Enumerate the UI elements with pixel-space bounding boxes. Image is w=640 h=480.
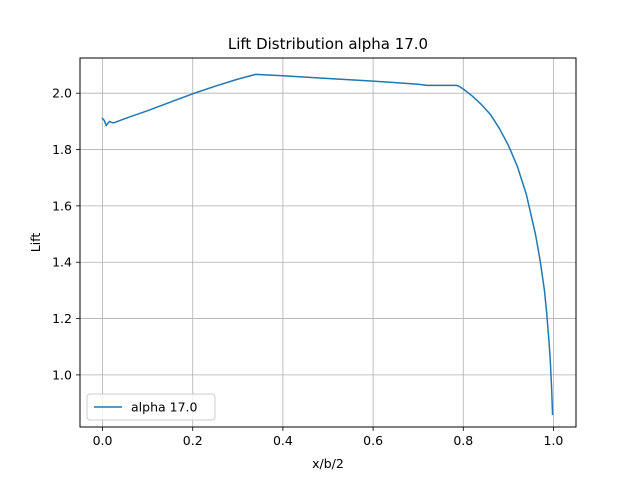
x-tick-label: 0.2 — [183, 433, 203, 448]
legend: alpha 17.0 — [86, 393, 216, 421]
x-tick-label: 1.0 — [544, 433, 564, 448]
y-tick-label: 1.0 — [52, 367, 72, 382]
x-axis-ticks: 0.0 0.2 0.4 0.6 0.8 1.0 — [93, 427, 564, 448]
y-tick-label: 1.6 — [52, 198, 72, 213]
grid-lines — [80, 58, 576, 427]
x-tick-label: 0.0 — [93, 433, 113, 448]
x-tick-label: 0.6 — [363, 433, 383, 448]
y-tick-label: 1.8 — [52, 142, 72, 157]
y-axis-label: Lift — [28, 233, 43, 253]
y-axis-ticks: 1.0 1.2 1.4 1.6 1.8 2.0 — [52, 86, 80, 382]
x-tick-label: 0.8 — [453, 433, 473, 448]
y-tick-label: 1.4 — [52, 255, 72, 270]
legend-box — [86, 393, 216, 421]
y-tick-label: 2.0 — [52, 86, 72, 101]
x-tick-label: 0.4 — [273, 433, 293, 448]
plot-frame — [79, 57, 577, 428]
series-line — [101, 73, 554, 416]
legend-label: alpha 17.0 — [131, 400, 198, 415]
x-axis-label: x/b/2 — [312, 456, 344, 471]
series-layer — [101, 73, 554, 416]
chart-title: Lift Distribution alpha 17.0 — [228, 35, 428, 53]
y-tick-label: 1.2 — [52, 311, 72, 326]
